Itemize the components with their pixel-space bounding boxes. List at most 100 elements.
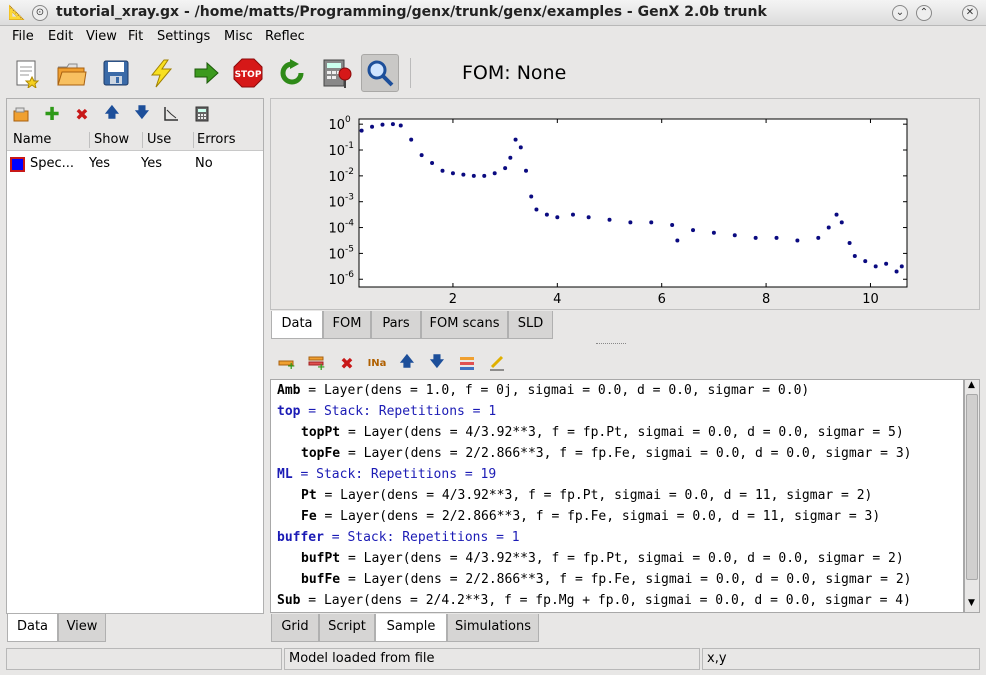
data-point <box>430 160 435 165</box>
sample-line[interactable]: Fe = Layer(dens = 2/2.866**3, f = fp.Fe,… <box>301 509 880 524</box>
sample-line[interactable]: Sub = Layer(dens = 2/4.2**3, f = fp.Mg +… <box>277 593 911 608</box>
layer-settings-icon[interactable] <box>458 354 476 372</box>
plot-settings-icon[interactable] <box>162 105 180 123</box>
menu-fit[interactable]: Fit <box>128 29 144 44</box>
menu-reflec[interactable]: Reflec <box>265 29 305 44</box>
data-point <box>670 222 675 227</box>
tab-fom[interactable]: FOM <box>323 311 371 339</box>
data-point <box>508 155 513 160</box>
add-layer-icon[interactable]: + <box>278 354 296 372</box>
tab-sld[interactable]: SLD <box>508 311 553 339</box>
data-point <box>503 166 508 171</box>
tab-data-plot[interactable]: Data <box>271 311 323 339</box>
sample-line[interactable]: Amb = Layer(dens = 1.0, f = 0j, sigmai =… <box>277 383 809 398</box>
move-layer-down-icon[interactable]: 🡇 <box>429 354 445 370</box>
shade-button[interactable]: ⌄ <box>892 5 908 21</box>
menu-file[interactable]: File <box>12 29 34 44</box>
add-data-icon[interactable]: ✚ <box>44 103 60 125</box>
y-tick-exponent: 0 <box>345 115 351 125</box>
x-tick-label: 4 <box>553 292 561 307</box>
data-point <box>839 220 844 225</box>
toolbar-separator <box>410 58 411 88</box>
menu-misc[interactable]: Misc <box>224 29 253 44</box>
open-folder-icon[interactable] <box>52 54 90 92</box>
tab-sample[interactable]: Sample <box>375 614 447 642</box>
delete-layer-icon[interactable]: ✖ <box>340 353 354 373</box>
sample-line[interactable]: buffer = Stack: Repetitions = 1 <box>277 530 520 545</box>
sample-line[interactable]: ML = Stack: Repetitions = 19 <box>277 467 496 482</box>
toolbar: STOP FOM: None <box>0 48 986 98</box>
menu-edit[interactable]: Edit <box>48 29 74 44</box>
lightning-icon[interactable] <box>142 54 180 92</box>
sample-editor[interactable]: Amb = Layer(dens = 1.0, f = 0j, sigmai =… <box>270 379 964 613</box>
add-stack-icon[interactable]: + <box>308 354 326 372</box>
data-point <box>607 217 612 222</box>
data-point <box>884 261 889 266</box>
layer-name: Amb <box>277 383 301 398</box>
stop-icon[interactable]: STOP <box>229 54 267 92</box>
close-button[interactable]: ✕ <box>962 5 978 21</box>
tab-simulations[interactable]: Simulations <box>447 614 539 642</box>
svg-text:+: + <box>287 361 295 370</box>
scroll-down-arrow[interactable]: ▼ <box>968 598 975 608</box>
move-layer-up-icon[interactable]: 🡅 <box>399 354 415 370</box>
column-use[interactable]: Use <box>147 132 172 147</box>
sample-line[interactable]: bufFe = Layer(dens = 2/2.866**3, f = fp.… <box>301 572 912 587</box>
arrow-right-icon[interactable] <box>187 54 225 92</box>
refresh-icon[interactable] <box>273 54 311 92</box>
y-tick-label: 10 <box>328 273 345 288</box>
import-data-icon[interactable] <box>12 105 30 123</box>
delete-data-icon[interactable]: ✖ <box>75 104 89 124</box>
data-point <box>894 269 899 274</box>
rename-icon[interactable]: INa <box>367 357 387 369</box>
tab-view[interactable]: View <box>58 614 106 642</box>
tab-data-left[interactable]: Data <box>7 614 58 642</box>
data-color-swatch[interactable] <box>10 157 25 172</box>
y-tick-exponent: -5 <box>345 244 354 254</box>
data-use-cell[interactable]: Yes <box>141 156 162 171</box>
vertical-scrollbar[interactable]: ▲ ▼ <box>964 379 980 613</box>
column-show[interactable]: Show <box>94 132 130 147</box>
layer-definition: = Stack: Repetitions = 1 <box>300 404 497 419</box>
x-tick-label: 8 <box>762 292 770 307</box>
sample-line[interactable]: top = Stack: Repetitions = 1 <box>277 404 496 419</box>
magnifier-icon[interactable] <box>361 54 399 92</box>
edit-instrument-icon[interactable] <box>488 354 506 372</box>
sample-line[interactable]: bufPt = Layer(dens = 4/3.92**3, f = fp.P… <box>301 551 904 566</box>
save-icon[interactable] <box>97 54 135 92</box>
menu-settings[interactable]: Settings <box>157 29 211 44</box>
data-row[interactable]: Spec... Yes Yes No <box>7 153 263 175</box>
column-name[interactable]: Name <box>13 132 52 147</box>
layer-definition: = Stack: Repetitions = 19 <box>292 467 497 482</box>
data-point <box>419 153 424 158</box>
tab-pars[interactable]: Pars <box>371 311 421 339</box>
new-file-icon[interactable] <box>7 54 45 92</box>
data-point <box>380 122 385 127</box>
sample-line[interactable]: Pt = Layer(dens = 4/3.92**3, f = fp.Pt, … <box>301 488 872 503</box>
splitter-handle[interactable] <box>596 343 626 346</box>
y-tick-label: 10 <box>328 144 345 159</box>
x-tick-label: 6 <box>658 292 666 307</box>
maximize-button[interactable]: ⌃ <box>916 5 932 21</box>
calculator-small-icon[interactable] <box>193 105 211 123</box>
data-point <box>555 215 560 220</box>
move-up-icon[interactable]: 🡅 <box>104 105 120 121</box>
window-menu-button[interactable]: ⊙ <box>32 5 48 21</box>
svg-text:STOP: STOP <box>235 70 262 80</box>
data-show-cell[interactable]: Yes <box>89 156 110 171</box>
scroll-up-arrow[interactable]: ▲ <box>968 380 975 390</box>
tab-fom-scans[interactable]: FOM scans <box>421 311 508 339</box>
app-icon[interactable]: 📐 <box>8 5 26 21</box>
tab-script[interactable]: Script <box>319 614 375 642</box>
column-divider <box>89 132 90 148</box>
scroll-thumb[interactable] <box>966 394 978 580</box>
move-down-icon[interactable]: 🡇 <box>134 105 150 121</box>
calculator-icon[interactable] <box>318 54 356 92</box>
sample-line[interactable]: topFe = Layer(dens = 2/2.866**3, f = fp.… <box>301 446 912 461</box>
menu-view[interactable]: View <box>86 29 117 44</box>
column-errors[interactable]: Errors <box>197 132 236 147</box>
tab-grid[interactable]: Grid <box>271 614 319 642</box>
sample-line[interactable]: topPt = Layer(dens = 4/3.92**3, f = fp.P… <box>301 425 904 440</box>
data-point <box>753 235 758 240</box>
